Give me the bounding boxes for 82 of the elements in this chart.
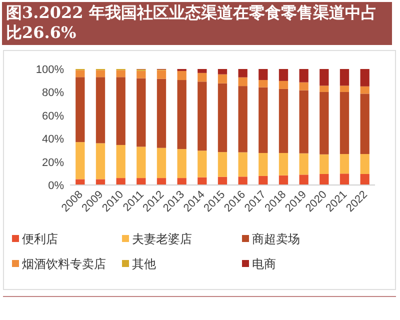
chart-title: 图3.2022 年我国社区业态渠道在零食零售渠道中占比26.6%: [2, 2, 392, 45]
bar: [278, 88, 288, 153]
bar: [299, 82, 308, 90]
bar: [177, 149, 186, 178]
bar: [238, 86, 248, 152]
bar: [218, 69, 228, 74]
bar: [299, 153, 308, 175]
bar: [340, 174, 350, 185]
legend-label: 其他: [132, 257, 156, 271]
bar: [177, 178, 186, 185]
bar: [238, 69, 248, 78]
legend-label: 商超卖场: [252, 232, 300, 246]
bar: [278, 152, 288, 176]
bar: [218, 83, 228, 152]
bar: [136, 178, 146, 185]
legend-label: 烟酒饮料专卖店: [22, 257, 106, 271]
bar: [299, 69, 308, 82]
bar: [340, 154, 350, 174]
bar: [360, 86, 370, 94]
bar: [238, 152, 248, 177]
bar: [340, 69, 350, 86]
bar: [278, 69, 288, 81]
bar: [156, 178, 166, 185]
bar: [76, 77, 85, 142]
bar: [340, 86, 350, 92]
bar: [320, 92, 329, 154]
bar: [360, 154, 370, 174]
bar: [218, 152, 228, 177]
bar: [177, 80, 186, 150]
bar: [198, 69, 207, 73]
bar: [299, 174, 308, 185]
bar: [136, 70, 146, 78]
y-tick-label: 100%: [36, 64, 64, 76]
y-tick-label: 0%: [48, 180, 64, 192]
bar: [156, 148, 166, 178]
y-tick-label: 60%: [42, 110, 64, 122]
bar: [76, 179, 85, 185]
bar: [116, 70, 126, 78]
bar: [136, 146, 146, 178]
bar: [96, 70, 106, 78]
bar: [320, 154, 329, 174]
bar: [278, 80, 288, 89]
bar: [360, 94, 370, 154]
bar: [177, 70, 186, 80]
legend-label: 电商: [252, 257, 276, 271]
bar: [340, 92, 350, 154]
bar: [258, 69, 268, 80]
bar: [116, 144, 126, 178]
bar: [198, 82, 207, 151]
legend-label: 夫妻老婆店: [132, 232, 192, 246]
bar: [116, 77, 126, 145]
y-tick-label: 80%: [42, 87, 64, 100]
bar: [96, 143, 106, 180]
bar: [258, 152, 268, 176]
bar: [76, 70, 85, 78]
bar: [218, 74, 228, 84]
bar: [96, 77, 106, 144]
bar: [116, 178, 126, 185]
bar: [258, 176, 268, 185]
bar: [238, 176, 248, 185]
bar: [136, 78, 146, 147]
bar: [156, 70, 166, 79]
bar: [258, 87, 268, 153]
bar: [278, 175, 288, 185]
bar: [258, 80, 268, 88]
bar: [198, 177, 207, 185]
bar: [320, 174, 329, 185]
bar: [299, 90, 308, 154]
legend-label: 便利店: [22, 232, 58, 246]
bar: [218, 176, 228, 185]
bar: [198, 150, 207, 178]
bar: [320, 86, 329, 92]
bar: [238, 77, 248, 86]
bar: [76, 142, 85, 180]
bar: [320, 69, 329, 86]
bar: [96, 179, 106, 185]
y-tick-label: 20%: [42, 156, 64, 169]
bar: [360, 69, 370, 86]
bar: [156, 78, 166, 148]
bar: [360, 174, 370, 185]
y-tick-label: 40%: [42, 134, 64, 146]
bar: [198, 72, 207, 82]
